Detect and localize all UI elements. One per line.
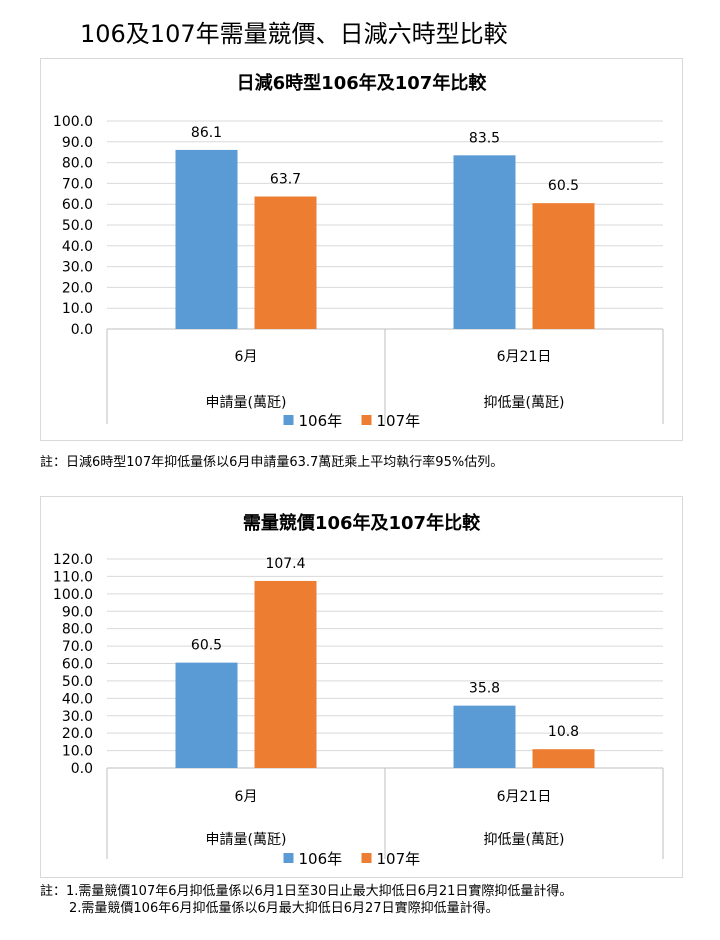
bar-106年-6月21日 xyxy=(453,155,516,329)
legend-label: 106年 xyxy=(299,412,343,430)
y-tick-label: 0.0 xyxy=(71,761,93,777)
y-tick-label: 70.0 xyxy=(62,639,93,655)
y-tick-label: 110.0 xyxy=(53,569,93,585)
y-tick-label: 100.0 xyxy=(53,587,93,603)
legend-swatch xyxy=(361,415,372,425)
y-tick-label: 100.0 xyxy=(53,114,93,130)
y-tick-label: 20.0 xyxy=(62,280,93,296)
chart-panel-2: 需量競價106年及107年比較 0.0 10.0 20.0 30.0 40.0 50.0 60… xyxy=(40,496,683,878)
legend-label: 107年 xyxy=(377,850,421,868)
chart2-footnote-line-2: 2.需量競價106年6月抑低量係以6月最大抑低日6月27日實際抑低量計得。 xyxy=(69,901,499,916)
category-label: 6月21日 xyxy=(497,789,552,805)
group-label: 申請量(萬瓩) xyxy=(206,395,287,411)
bar-106年-6月 xyxy=(175,662,238,768)
data-label: 60.5 xyxy=(191,638,222,654)
chart-panel-1: 日減6時型106年及107年比較 0.0 10.0 20.0 30.0 40.0 50.0 6… xyxy=(40,58,683,441)
chart-1-svg: 日減6時型106年及107年比較 0.0 10.0 20.0 30.0 40.0 50.0 6… xyxy=(53,72,664,430)
legend-label: 107年 xyxy=(377,412,421,430)
data-label: 83.5 xyxy=(469,130,500,146)
chart-title: 日減6時型106年及107年比較 xyxy=(237,72,488,94)
bar-107年-6月21日 xyxy=(532,749,595,768)
y-tick-label: 90.0 xyxy=(62,604,93,620)
y-tick-label: 60.0 xyxy=(62,197,93,213)
y-tick-label: 40.0 xyxy=(62,239,93,255)
bar-107年-6月 xyxy=(254,196,317,329)
data-label: 60.5 xyxy=(548,178,579,194)
data-label: 86.1 xyxy=(191,125,222,141)
group-label: 抑低量(萬瓩) xyxy=(484,832,565,848)
y-tick-label: 30.0 xyxy=(62,260,93,276)
y-tick-label: 50.0 xyxy=(62,218,93,234)
y-tick-label: 70.0 xyxy=(62,176,93,192)
chart-2-svg: 需量競價106年及107年比較0.010.020.030.040.050.060… xyxy=(53,512,664,868)
chart-title: 需量競價106年及107年比較 xyxy=(243,512,481,534)
bar-107年-6月 xyxy=(254,580,317,768)
category-label: 6月 xyxy=(235,789,258,805)
chart2-footnote-line-1: 註：1.需量競價107年6月抑低量係以6月1日至30日止最大抑低日6月21日實際… xyxy=(40,884,573,899)
group-label: 抑低量(萬瓩) xyxy=(484,395,565,411)
chart1-footnote: 註：日減6時型107年抑低量係以6月申請量63.7萬瓩乘上平均執行率95%估列。 xyxy=(40,454,503,471)
y-tick-label: 90.0 xyxy=(62,135,93,151)
y-tick-label: 40.0 xyxy=(62,691,93,707)
y-tick-label: 50.0 xyxy=(62,674,93,690)
category-label: 6月 xyxy=(235,349,258,365)
legend-swatch xyxy=(361,853,372,863)
y-tick-label: 20.0 xyxy=(62,726,93,742)
y-tick-label: 80.0 xyxy=(62,156,93,172)
data-label: 107.4 xyxy=(265,556,305,572)
data-label: 63.7 xyxy=(270,172,301,188)
data-label: 10.8 xyxy=(548,724,579,740)
bar-106年-6月 xyxy=(175,149,238,329)
y-tick-label: 60.0 xyxy=(62,657,93,673)
page-title: 106及107年需量競價、日減六時型比較 xyxy=(80,20,508,48)
group-label: 申請量(萬瓩) xyxy=(206,832,287,848)
y-tick-label: 80.0 xyxy=(62,622,93,638)
chart1-footnote-text: 註：日減6時型107年抑低量係以6月申請量63.7萬瓩乘上平均執行率95%估列。 xyxy=(40,455,504,470)
data-label: 35.8 xyxy=(469,681,500,697)
category-label: 6月21日 xyxy=(497,349,552,365)
y-tick-label: 0.0 xyxy=(71,322,93,338)
chart2-footnote: 註：1.需量競價107年6月抑低量係以6月1日至30日止最大抑低日6月21日實際… xyxy=(40,883,572,917)
y-tick-label: 10.0 xyxy=(62,744,93,760)
y-tick-label: 30.0 xyxy=(62,709,93,725)
y-tick-label: 120.0 xyxy=(53,552,93,568)
bar-107年-6月21日 xyxy=(532,203,595,329)
legend-swatch xyxy=(283,415,294,425)
legend-swatch xyxy=(283,853,294,863)
bar-106年-6月21日 xyxy=(453,705,516,768)
legend-label: 106年 xyxy=(299,850,343,868)
y-tick-label: 10.0 xyxy=(62,301,93,317)
